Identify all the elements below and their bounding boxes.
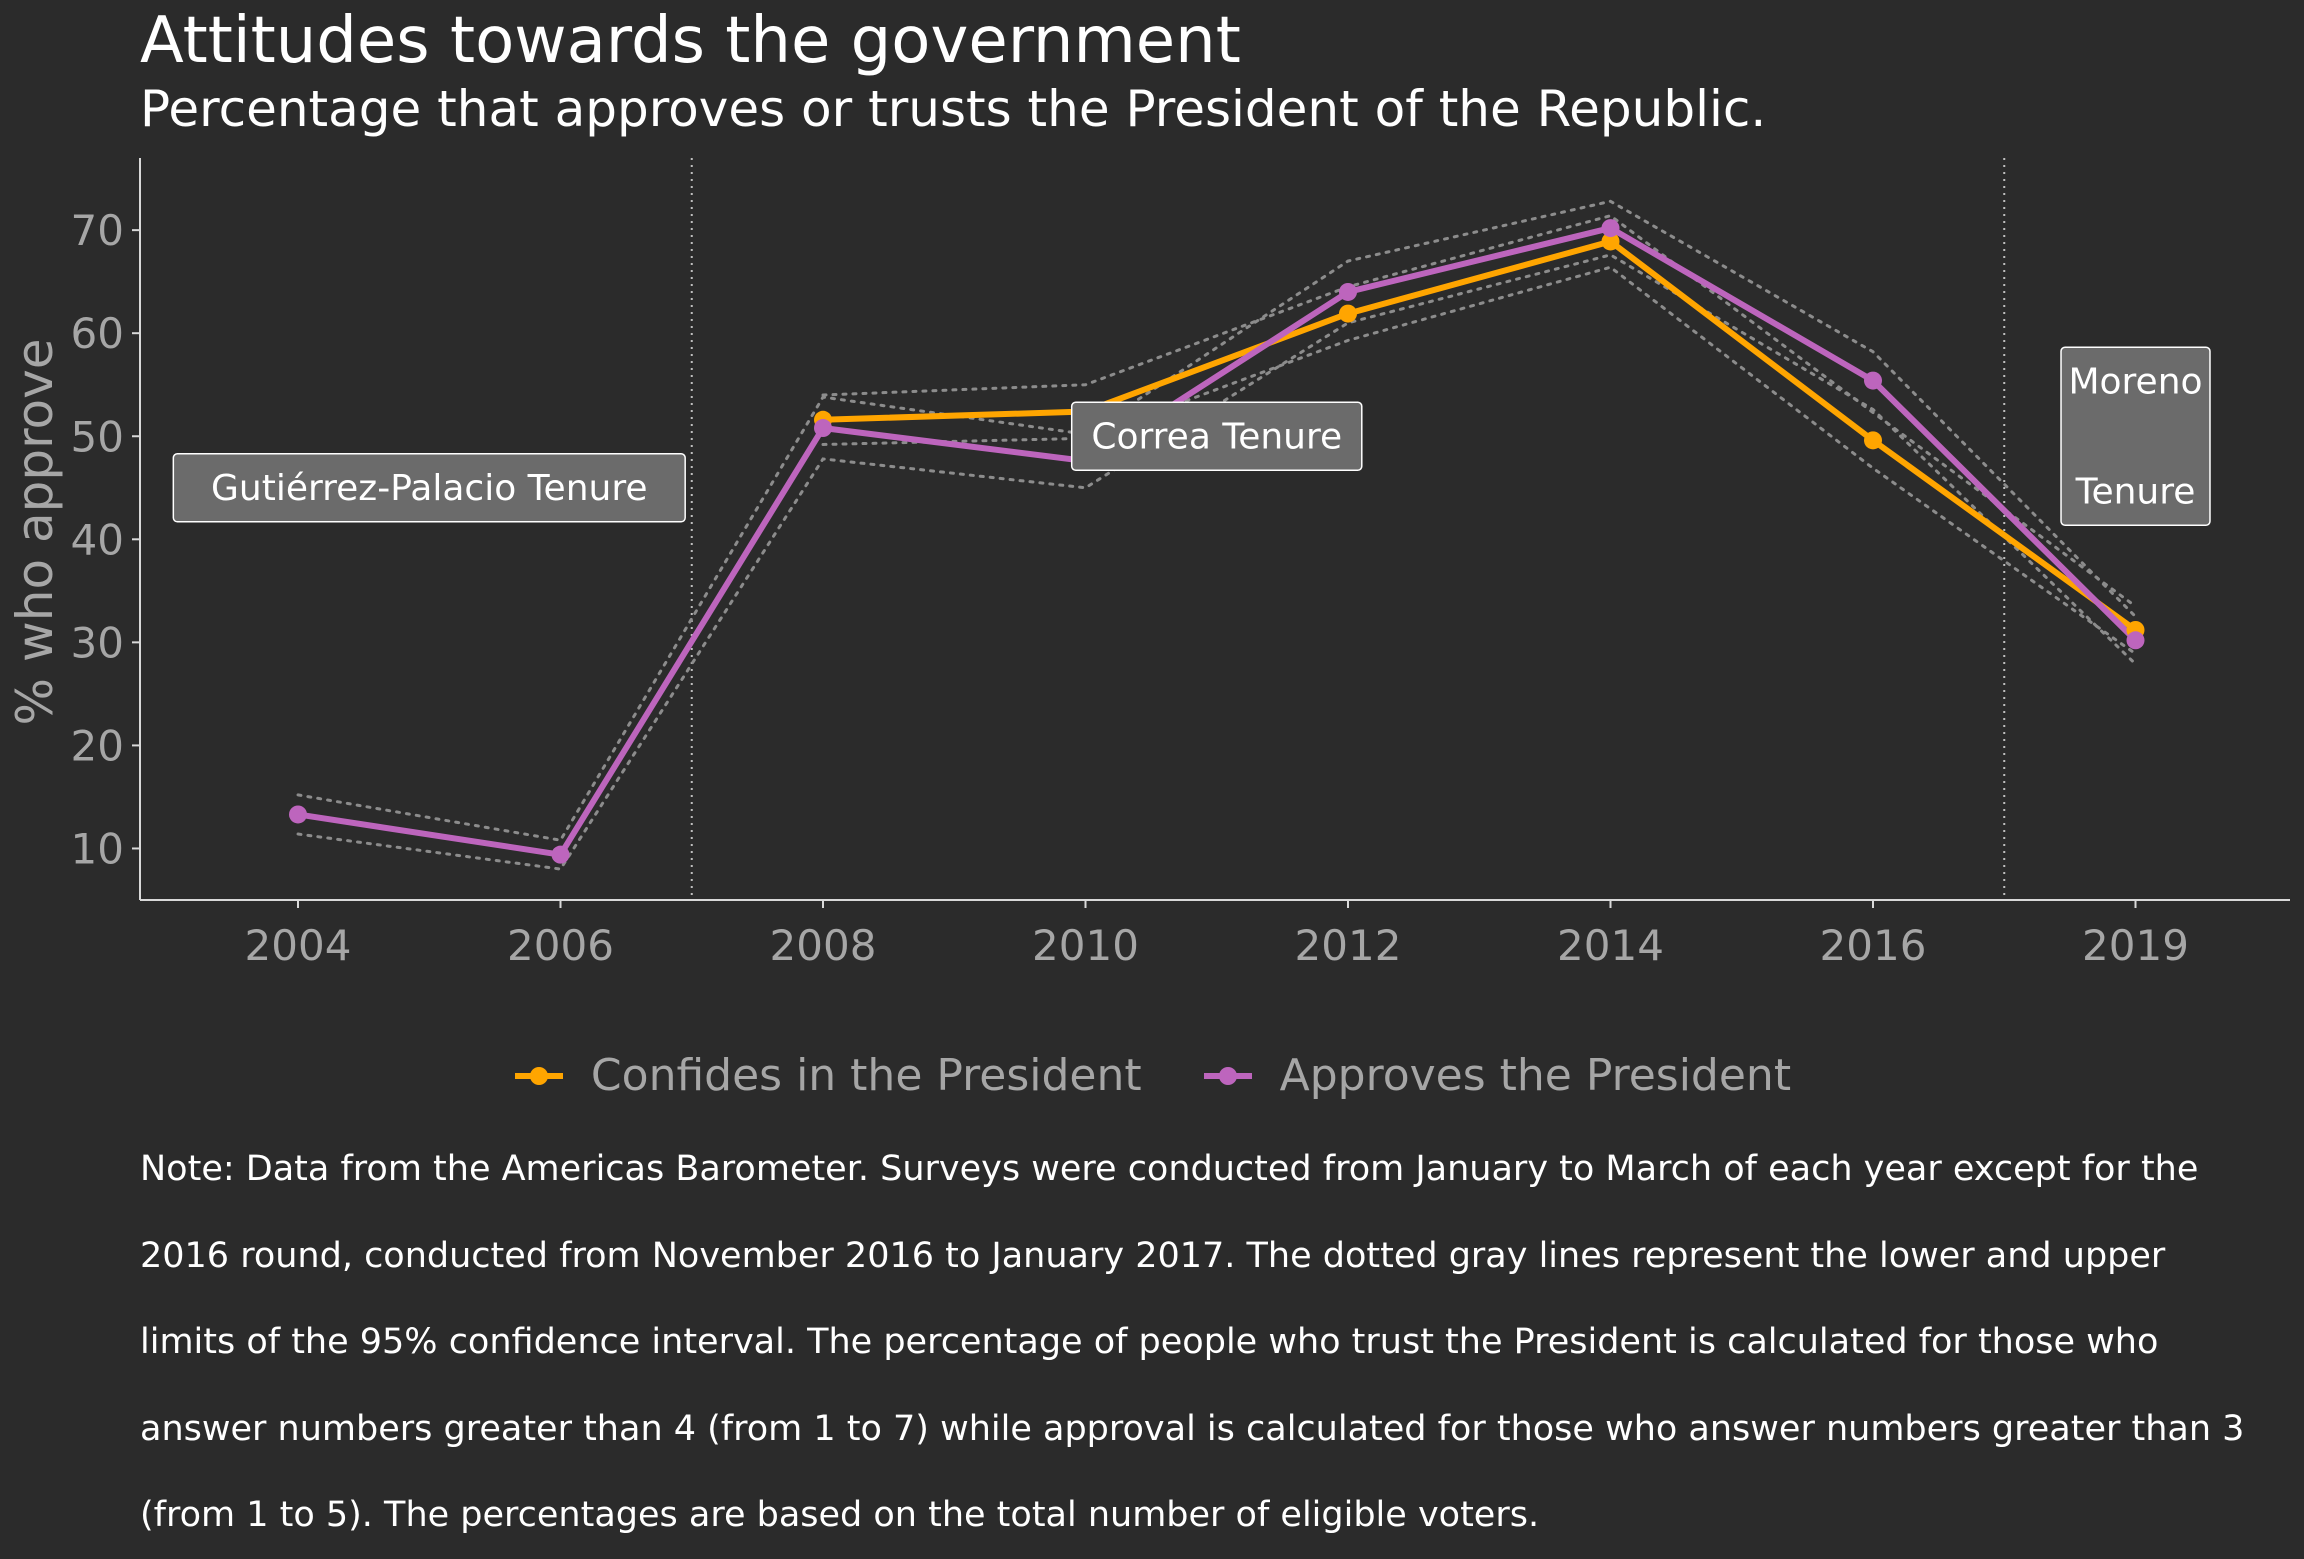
y-tick-label: 20 (71, 721, 124, 770)
legend-item-approves: Approves the President (1202, 1050, 1791, 1101)
tenure-label-text: Gutiérrez-Palacio Tenure (211, 468, 647, 509)
y-tick-label: 10 (71, 824, 124, 873)
data-point (551, 845, 570, 864)
data-point (1601, 219, 1620, 238)
axes: 10 20 30 40 50 60 70 2004 2006 2008 2010 2012 2014 20… (71, 158, 2290, 970)
tenure-label-box (172, 453, 686, 523)
x-tick-label: 2004 (245, 921, 352, 970)
tenure-label-box (1070, 401, 1363, 471)
line-chart: % who approve 10 20 30 40 50 60 70 2004 2006 2008… (6, 158, 2290, 970)
series-line (297, 225, 2138, 858)
data-point (1339, 304, 1357, 323)
legend: Confides in the President Approves the P… (0, 1050, 2304, 1101)
y-tick-label: 70 (71, 206, 124, 255)
data-point (1864, 431, 1882, 450)
tenure-label: Moreno Tenure (2060, 346, 2211, 526)
data-point (814, 419, 832, 438)
ci-line-ci-upper (821, 214, 2137, 608)
data-point (289, 805, 307, 824)
y-axis-label: % who approve (6, 339, 64, 726)
y-tick-label: 40 (71, 515, 124, 564)
series-lines (297, 225, 2138, 858)
chart-title: Attitudes towards the government (140, 4, 1241, 78)
confidence-interval-lines (296, 199, 2137, 871)
chart-subtitle: Percentage that approves or trusts the P… (140, 80, 1767, 138)
x-tick-label: 2019 (2082, 921, 2189, 970)
footnote: Note: Data from the Americas Barometer. … (140, 1149, 2245, 1535)
x-tick-label: 2008 (770, 921, 877, 970)
annotations: Gutiérrez-Palacio Tenure Correa Tenure Mor… (172, 346, 2211, 526)
tenure-label: Correa Tenure (1070, 401, 1363, 471)
x-tick-label: 2016 (1820, 921, 1927, 970)
x-tick-label: 2010 (1032, 921, 1139, 970)
x-tick-label: 2012 (1295, 921, 1402, 970)
x-tick-label: 2014 (1557, 921, 1664, 970)
legend-key-icon (1203, 1066, 1252, 1085)
legend-label: Approves the President (1279, 1050, 1792, 1101)
tenure-label: Gutiérrez-Palacio Tenure (172, 453, 686, 523)
data-point (1864, 371, 1882, 390)
y-tick-label: 30 (71, 618, 124, 667)
x-tick-label: 2006 (507, 921, 614, 970)
tenure-lines (690, 158, 2006, 900)
tenure-label-text: Moreno (2068, 361, 2202, 402)
legend-label: Confides in the President (590, 1050, 1142, 1101)
series-line (822, 238, 2138, 633)
tenure-label-text: Tenure (2075, 471, 2196, 512)
data-point (1339, 282, 1357, 301)
data-points (289, 219, 2145, 864)
legend-key-icon (514, 1066, 563, 1085)
ci-line-ci-upper (296, 199, 2137, 842)
data-point (1601, 232, 1620, 251)
tenure-label-text: Correa Tenure (1091, 416, 1342, 457)
data-point (2126, 631, 2145, 650)
y-tick-label: 60 (71, 309, 124, 358)
y-tick-label: 50 (71, 412, 124, 461)
ci-line-ci-lower (821, 265, 2137, 656)
legend-item-confides: Confides in the President (513, 1050, 1142, 1101)
tenure-label-box (2060, 346, 2211, 526)
